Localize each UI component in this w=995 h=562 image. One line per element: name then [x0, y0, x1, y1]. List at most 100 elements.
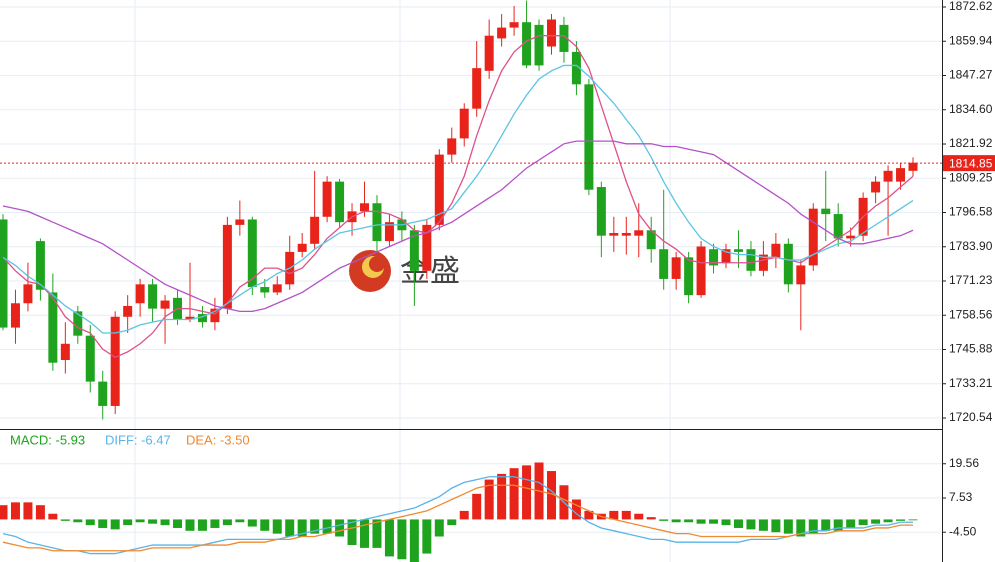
candle-body	[35, 241, 45, 290]
y-tick-label: 1834.60	[949, 102, 993, 116]
macd-bar	[148, 519, 158, 524]
y-tick-label: 1847.27	[949, 68, 993, 82]
macd-line	[2, 484, 913, 552]
macd-bar	[522, 465, 532, 520]
macd-bar	[733, 519, 743, 528]
y-tick-label: 1720.54	[949, 410, 993, 424]
candle-body	[634, 230, 644, 236]
candle-body	[135, 284, 145, 304]
candle-body	[85, 335, 95, 382]
candle-body	[559, 24, 569, 52]
candle-body	[783, 243, 793, 285]
macd-bar	[621, 510, 631, 520]
candle-body	[509, 22, 519, 28]
macd-bar	[397, 519, 407, 560]
candle-body	[746, 249, 756, 271]
macd-line	[2, 476, 913, 555]
macd-bar	[60, 519, 70, 521]
candle-body	[497, 27, 507, 39]
candle-body	[833, 214, 843, 239]
candle-body	[434, 154, 444, 225]
candle-body	[908, 162, 918, 171]
candle-body	[23, 284, 33, 304]
macd-bar	[709, 519, 719, 524]
y-tick-label: 7.53	[949, 490, 973, 504]
candle-body	[10, 303, 20, 328]
macd-bar	[883, 519, 893, 523]
candle-body	[684, 257, 694, 296]
candle-body	[846, 235, 856, 239]
macd-bar	[0, 505, 8, 520]
macd-bar	[173, 519, 183, 528]
macd-bar	[322, 519, 332, 534]
y-tick-label: 1809.25	[949, 170, 993, 184]
macd-bar	[783, 519, 793, 534]
candle-body	[522, 22, 532, 66]
y-tick-label: 1872.62	[949, 0, 993, 13]
macd-bar	[472, 493, 482, 520]
candle-body	[733, 249, 743, 252]
y-tick-label: 1758.56	[949, 307, 993, 321]
macd-bar	[758, 519, 768, 531]
macd-bar	[771, 519, 781, 533]
macd-bar	[285, 519, 295, 537]
candle-body	[459, 108, 469, 139]
candle-body	[322, 181, 332, 217]
macd-bar	[646, 517, 656, 520]
candle-body	[883, 170, 893, 182]
candle-body	[534, 24, 544, 66]
candle-body	[310, 216, 320, 244]
candle-body	[609, 232, 619, 236]
legend-entry: DEA: -3.50	[186, 432, 250, 447]
candle-body	[235, 219, 245, 225]
candle-body	[472, 68, 482, 109]
candle-body	[360, 203, 370, 212]
macd-bar	[210, 519, 220, 528]
legend-entry: MACD: -5.93	[10, 432, 85, 447]
candle-body	[384, 222, 394, 242]
macd-bar	[360, 519, 370, 548]
y-tick-label: 1771.23	[949, 273, 993, 287]
moving-average-line	[2, 140, 914, 313]
candle-body	[447, 138, 457, 155]
macd-bar	[135, 519, 145, 523]
y-tick-label: -4.50	[949, 524, 977, 538]
y-tick-label: 1783.90	[949, 239, 993, 253]
candle-body	[272, 284, 282, 293]
macd-bar	[347, 519, 357, 546]
macd-bar	[459, 510, 469, 520]
macd-plot	[0, 462, 918, 562]
macd-bar	[247, 519, 257, 527]
macd-bar	[634, 513, 644, 520]
y-tick-label: 1821.92	[949, 136, 993, 150]
candle-body	[210, 308, 220, 323]
macd-bar	[422, 519, 432, 554]
y-tick-label: 19.56	[949, 456, 979, 470]
last-price-box	[943, 155, 995, 172]
candle-body	[646, 230, 656, 250]
legend-entry: DIFF: -6.47	[105, 432, 171, 447]
candle-body	[98, 381, 108, 406]
macd-bar	[609, 510, 619, 520]
macd-bar	[908, 519, 918, 521]
macd-bar	[98, 519, 108, 528]
macd-bar	[222, 519, 232, 526]
candle-body	[110, 316, 120, 406]
macd-bar	[821, 519, 831, 531]
candle-body	[571, 51, 581, 85]
macd-bar	[584, 510, 594, 520]
macd-bar	[197, 519, 207, 531]
macd-bar	[896, 519, 906, 521]
macd-bar	[447, 519, 457, 526]
macd-bar	[85, 519, 95, 526]
macd-bar	[858, 519, 868, 526]
macd-bar	[297, 519, 307, 537]
candle-body	[671, 257, 681, 279]
macd-bar	[746, 519, 756, 530]
candle-body	[60, 343, 70, 361]
candle-body	[185, 316, 195, 320]
macd-bar	[871, 519, 881, 524]
moving-average-line	[2, 35, 914, 359]
macd-bar	[659, 519, 669, 521]
macd-bar	[684, 519, 694, 523]
